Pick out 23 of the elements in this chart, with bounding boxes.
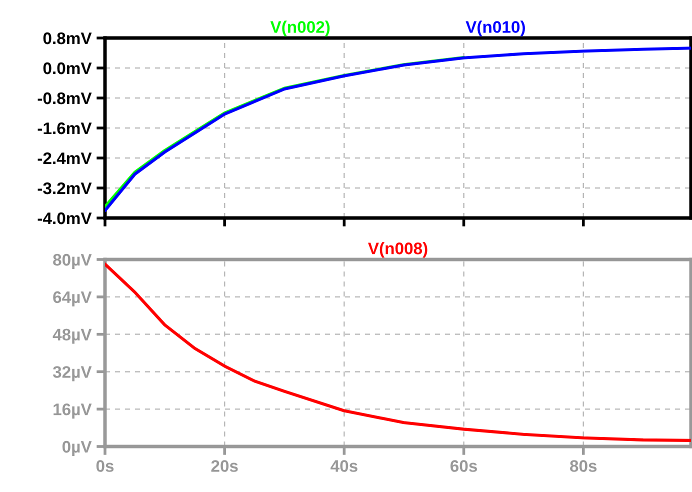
- line-series: [105, 262, 691, 442]
- x-tick-label: 0s: [96, 460, 114, 472]
- x-tick-label: 60s: [450, 460, 477, 472]
- text: V(n008): [368, 242, 428, 258]
- series-label: V(n010): [466, 20, 525, 36]
- y-tick-label: -1.6mV: [38, 122, 92, 134]
- y-tick-label: 48µV: [52, 328, 92, 344]
- y-tick-label: 0.0mV: [43, 62, 92, 74]
- y-tick-label: -2.4mV: [38, 152, 92, 164]
- y-tick-label: 32µV: [52, 366, 92, 382]
- y-tick-label: 0.8mV: [43, 32, 92, 44]
- x-tick-label: 40s: [330, 460, 358, 472]
- line-series: [105, 46, 691, 212]
- x-tick-label: 80s: [570, 460, 597, 472]
- y-tick-label: 80µV: [53, 254, 92, 269]
- y-tick-label: 64µV: [53, 291, 92, 306]
- y-tick-label: -0.8mV: [38, 92, 92, 104]
- y-tick-label: 16µV: [54, 403, 92, 419]
- y-tick-label: 0µV: [62, 440, 92, 456]
- x-tick-label: 20s: [211, 460, 238, 472]
- text: V(n002): [270, 20, 330, 36]
- y-tick-label: -3.2mV: [38, 182, 92, 194]
- y-tick-label: -4.0mV: [38, 212, 92, 224]
